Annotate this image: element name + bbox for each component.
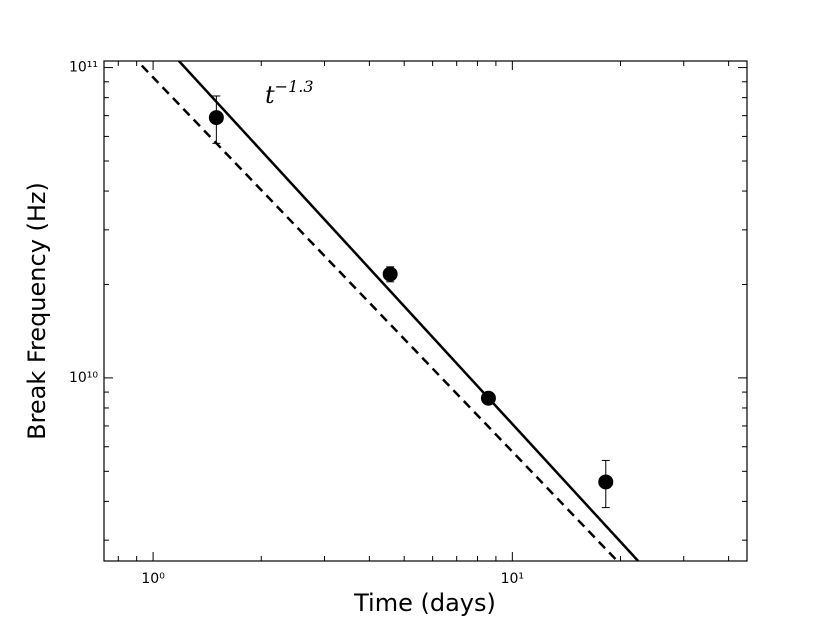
y-tick-label: 10¹¹ xyxy=(69,60,98,76)
data-point xyxy=(598,474,614,490)
fit-line xyxy=(178,61,640,561)
data-point xyxy=(208,110,224,126)
x-axis-label: Time (days) xyxy=(353,589,496,617)
fit-line xyxy=(140,64,619,561)
y-tick-label: 10¹⁰ xyxy=(69,370,98,386)
y-axis-label: Break Frequency (Hz) xyxy=(23,182,51,440)
plot-frame xyxy=(103,60,748,562)
plot-area xyxy=(140,61,640,561)
x-tick-label: 10¹ xyxy=(501,571,524,587)
annotation-base: t xyxy=(265,81,275,109)
data-point xyxy=(480,390,496,406)
x-tick-label: 10⁰ xyxy=(141,571,165,587)
data-point xyxy=(382,266,398,282)
annotation: t−1.3 xyxy=(265,77,314,109)
annotation-exponent: −1.3 xyxy=(275,77,314,96)
